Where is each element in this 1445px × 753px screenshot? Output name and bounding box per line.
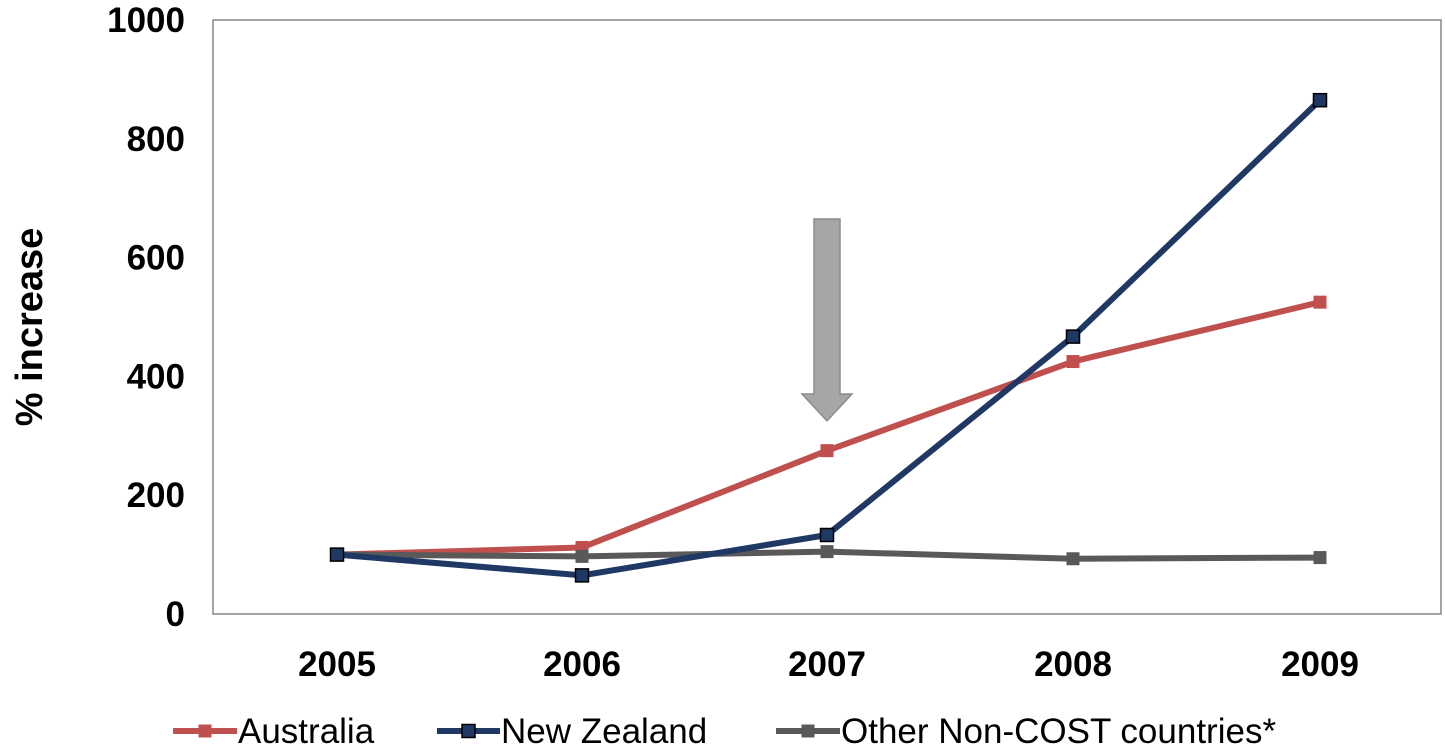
y-tick-label: 0 <box>166 595 185 634</box>
x-tick-label: 2006 <box>543 645 621 684</box>
y-axis-ticks: 0 200 400 600 800 1000 <box>107 1 185 634</box>
data-point <box>329 547 345 562</box>
x-tick-label: 2007 <box>788 645 866 684</box>
data-point <box>820 444 834 458</box>
y-tick-label: 1000 <box>107 1 185 40</box>
legend-marker <box>801 724 815 738</box>
legend: Australia New Zealand Other Non-COST count… <box>173 712 1276 751</box>
x-tick-label: 2008 <box>1034 645 1112 684</box>
legend-entry: Other Non-COST countries* <box>776 712 1276 751</box>
data-point <box>820 545 834 559</box>
y-tick-label: 800 <box>127 120 185 159</box>
data-point <box>574 568 590 583</box>
legend-label: Australia <box>238 712 375 751</box>
data-point <box>1065 329 1081 344</box>
annotations <box>800 218 854 423</box>
x-tick-label: 2005 <box>298 645 376 684</box>
annotation-down-arrow <box>800 218 854 423</box>
series-1 <box>329 92 1328 583</box>
data-point <box>1313 551 1327 565</box>
legend-marker <box>198 724 212 738</box>
legend-entry: Australia <box>173 712 375 751</box>
legend-marker <box>461 723 476 739</box>
series-layer <box>329 92 1328 583</box>
y-tick-label: 200 <box>127 476 185 515</box>
data-point <box>1066 552 1080 566</box>
data-point <box>575 549 589 563</box>
x-axis-ticks: 2005 2006 2007 2008 2009 <box>298 645 1359 684</box>
x-tick-label: 2009 <box>1281 645 1359 684</box>
data-point <box>819 527 835 543</box>
data-point <box>1066 355 1080 369</box>
y-tick-label: 600 <box>127 239 185 278</box>
legend-label: Other Non-COST countries* <box>841 712 1276 751</box>
y-tick-label: 400 <box>127 357 185 396</box>
data-point <box>1312 92 1328 108</box>
data-point <box>1313 295 1327 309</box>
y-axis-title: % increase <box>9 228 51 427</box>
legend-label: New Zealand <box>501 712 707 751</box>
legend-entry: New Zealand <box>437 712 707 751</box>
